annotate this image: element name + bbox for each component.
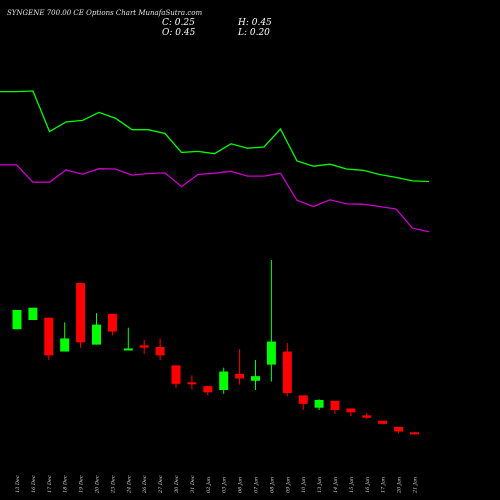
candle-body: [139, 345, 149, 348]
candle-body: [298, 395, 308, 404]
x-axis-label: 06 Jan: [238, 477, 244, 493]
candle-body: [219, 371, 229, 390]
candle-body: [346, 408, 356, 413]
high-label: H: 0.45: [238, 18, 272, 28]
x-axis-label: 02 Jan: [206, 477, 212, 493]
x-axis-label: 17 Dec: [47, 475, 53, 493]
x-axis-label: 08 Jan: [269, 477, 275, 493]
candle-body: [203, 386, 213, 393]
x-axis-label: 10 Jan: [301, 477, 307, 493]
candle-body: [60, 338, 70, 352]
candle-body: [251, 376, 260, 381]
candle-body: [92, 324, 101, 345]
candle-body: [107, 313, 117, 332]
candle-body: [330, 400, 340, 410]
candle-body: [187, 382, 197, 385]
upper-average-line: [0, 90, 430, 183]
x-axis-label: 24 Dec: [126, 475, 132, 494]
x-axis-label: 17 Jan: [381, 477, 387, 493]
x-axis-label: 21 Jan: [413, 477, 419, 494]
x-axis-label: 15 Jan: [349, 477, 355, 493]
x-axis-label: 30 Dec: [174, 475, 180, 493]
x-axis-label: 23 Dec: [110, 475, 116, 494]
x-axis-label: 19 Dec: [79, 475, 85, 493]
x-axis-label: 16 Dec: [31, 475, 37, 493]
x-axis-label: 26 Dec: [142, 475, 148, 494]
x-axis-label: 31 Dec: [190, 475, 196, 493]
candle-body: [123, 348, 133, 351]
x-axis-label: 09 Jan: [285, 477, 291, 493]
moving-average-lines: [0, 90, 430, 233]
candle-body: [378, 420, 388, 424]
candle-body: [12, 310, 22, 330]
candle-body: [410, 432, 419, 435]
x-axis-label: 20 Dec: [95, 475, 101, 494]
candlesticks: [12, 260, 419, 435]
candle-body: [28, 307, 38, 320]
candle-body: [362, 415, 372, 418]
x-axis-label: 27 Dec: [158, 475, 164, 494]
x-axis-label: 07 Jan: [254, 477, 260, 493]
x-axis-label: 13 Dec: [15, 475, 21, 493]
x-axis-label: 18 Dec: [63, 475, 69, 493]
x-axis-label: 14 Jan: [333, 477, 339, 493]
candle-body: [394, 426, 404, 432]
candle-body: [44, 317, 54, 356]
chart-title: SYNGENE 700.00 CE Options Chart MunafaSu…: [7, 9, 203, 17]
x-axis-label: 13 Jan: [317, 477, 323, 493]
low-label: L: 0.20: [238, 28, 270, 38]
open-label: O: 0.45: [162, 28, 196, 38]
x-axis-label: 03 Jan: [222, 477, 228, 493]
candle-body: [314, 400, 324, 408]
candle-body: [266, 341, 276, 365]
candle-body: [171, 365, 181, 384]
x-axis-labels: 13 Dec 16 Dec 17 Dec 18 Dec 19 Dec 20 Dec 23 D…: [15, 475, 419, 494]
candle-body: [282, 351, 292, 394]
candle-body: [155, 346, 165, 356]
x-axis-label: 16 Jan: [365, 477, 371, 493]
candle-body: [235, 373, 245, 379]
candle-body: [76, 283, 86, 343]
x-axis-label: 20 Jan: [397, 477, 403, 494]
close-label: C: 0.25: [162, 18, 195, 28]
lower-average-line: [0, 164, 430, 233]
